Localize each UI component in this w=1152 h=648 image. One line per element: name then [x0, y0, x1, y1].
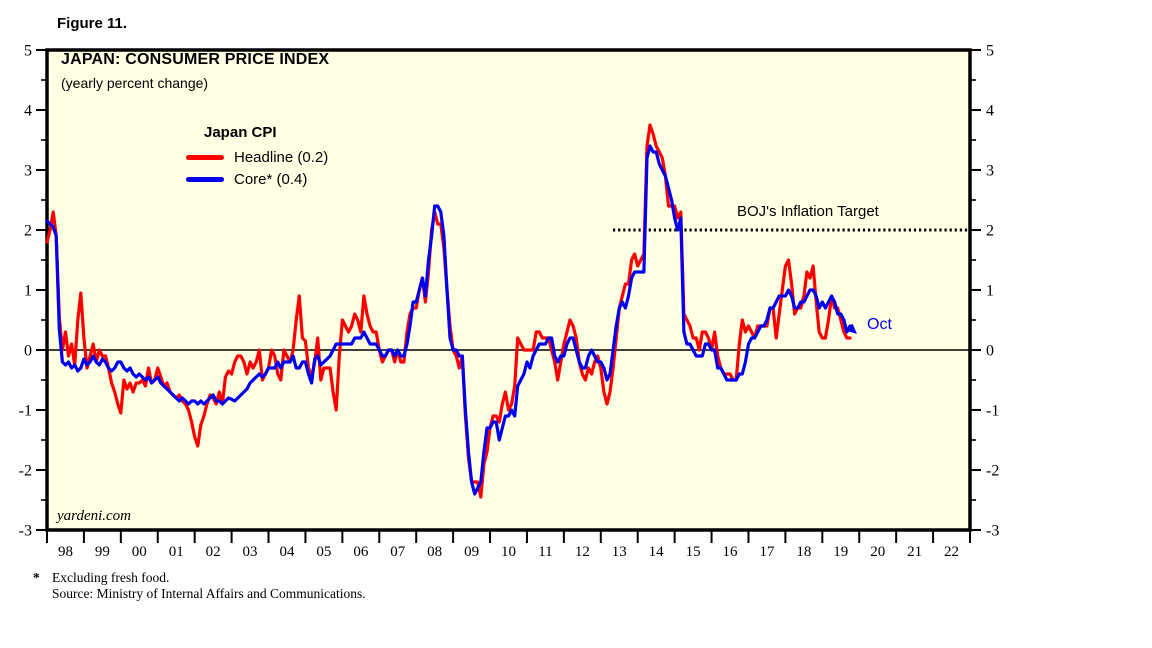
x-axis: 98 99 00 01 02 03 04 05 06 07 08 09 10 11 12 13 14 15 16 17…	[46, 531, 971, 560]
x-tick-label: 09	[464, 544, 479, 560]
x-tick-label: 06	[353, 544, 369, 560]
footnote-line1: Excluding fresh food.	[52, 570, 170, 585]
y-tick-label: 3	[986, 163, 994, 180]
legend-item-headline: Headline (0.2)	[186, 146, 328, 168]
x-tick-label: 05	[316, 544, 331, 560]
y-tick-label: -1	[19, 403, 32, 420]
x-tick-label: 14	[649, 544, 665, 560]
core-line	[45, 144, 852, 496]
y-tick-label: 5	[986, 43, 994, 60]
x-tick-label: 17	[759, 544, 775, 560]
series-lines	[45, 123, 852, 499]
figure-label: Figure 11.	[57, 15, 128, 32]
footnote-line2: Source: Ministry of Internal Affairs and…	[52, 586, 366, 601]
x-tick-label: 00	[132, 544, 147, 560]
y-tick-label: -3	[986, 523, 999, 540]
x-tick-label: 13	[612, 544, 627, 560]
chart-subtitle: (yearly percent change)	[61, 75, 209, 91]
legend-item-label: Core* (0.4)	[234, 170, 308, 188]
y-tick-label: 1	[24, 283, 32, 300]
core-line-swatch-icon	[186, 176, 224, 182]
y-axis-right: 5 4 3 2 1 0 -1 -2 -3	[970, 43, 999, 540]
legend-title: Japan CPI	[204, 124, 277, 141]
y-tick-label: 5	[24, 43, 32, 60]
x-tick-label: 16	[723, 544, 739, 560]
x-tick-label: 07	[390, 544, 406, 560]
x-tick-label: 03	[243, 544, 258, 560]
x-tick-label: 21	[907, 544, 922, 560]
x-tick-label: 98	[58, 544, 73, 560]
x-tick-label: 02	[206, 544, 221, 560]
legend: Japan CPI Headline (0.2) Core* (0.4)	[186, 124, 328, 190]
y-tick-label: 0	[24, 343, 32, 360]
footnote-asterisk: *	[33, 570, 40, 585]
chart-title: JAPAN: CONSUMER PRICE INDEX	[61, 51, 330, 68]
legend-item-core: Core* (0.4)	[186, 168, 328, 190]
x-tick-label: 22	[944, 544, 959, 560]
watermark: yardeni.com	[57, 508, 132, 524]
y-axis-left: 5 4 3 2 1 0 -1 -2 -3	[19, 43, 47, 540]
y-tick-label: 4	[24, 103, 32, 120]
x-tick-label: 10	[501, 544, 516, 560]
inflation-target-label: BOJ's Inflation Target	[737, 203, 879, 220]
y-tick-label: 3	[24, 163, 32, 180]
plot-area	[45, 48, 972, 532]
footnotes: * Excluding fresh food. Source: Ministry…	[33, 570, 366, 602]
y-tick-label: -2	[986, 463, 999, 480]
y-tick-label: 2	[24, 223, 32, 240]
x-tick-label: 04	[279, 544, 295, 560]
x-tick-label: 12	[575, 544, 590, 560]
last-point-label: Oct	[867, 316, 892, 333]
x-tick-label: 11	[538, 544, 552, 560]
footnote-text: Excluding fresh food. Source: Ministry o…	[52, 570, 366, 602]
x-tick-label: 01	[169, 544, 184, 560]
y-tick-label: 0	[986, 343, 994, 360]
x-tick-label: 99	[95, 544, 110, 560]
legend-item-label: Headline (0.2)	[234, 148, 329, 166]
y-tick-label: -1	[986, 403, 999, 420]
oct-arrow-icon	[845, 323, 857, 334]
y-tick-label: -2	[19, 463, 32, 480]
y-tick-label: 2	[986, 223, 994, 240]
x-tick-label: 20	[870, 544, 885, 560]
x-tick-label: 15	[686, 544, 701, 560]
y-tick-label: 1	[986, 283, 994, 300]
y-tick-label: -3	[19, 523, 32, 540]
y-tick-label: 4	[986, 103, 994, 120]
x-tick-label: 18	[796, 544, 811, 560]
x-tick-label: 08	[427, 544, 442, 560]
headline-line-swatch-icon	[186, 154, 224, 160]
x-tick-label: 19	[833, 544, 848, 560]
